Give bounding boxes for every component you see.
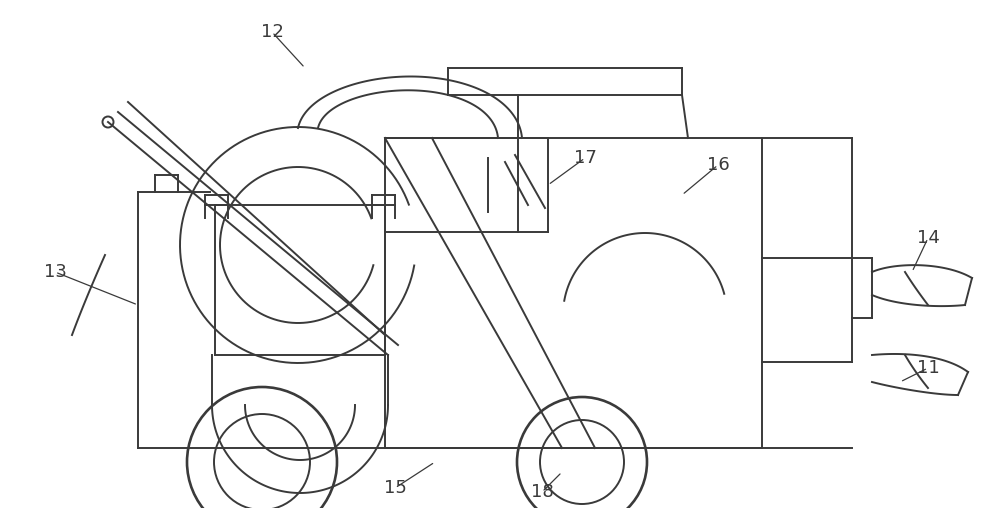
Text: 12: 12	[261, 23, 283, 41]
Text: 17: 17	[574, 149, 596, 167]
Text: 11: 11	[917, 359, 939, 377]
Text: 15: 15	[384, 479, 406, 497]
Text: 18: 18	[531, 483, 553, 501]
Text: 13: 13	[44, 263, 66, 281]
Text: 14: 14	[917, 229, 939, 247]
Text: 16: 16	[707, 156, 729, 174]
